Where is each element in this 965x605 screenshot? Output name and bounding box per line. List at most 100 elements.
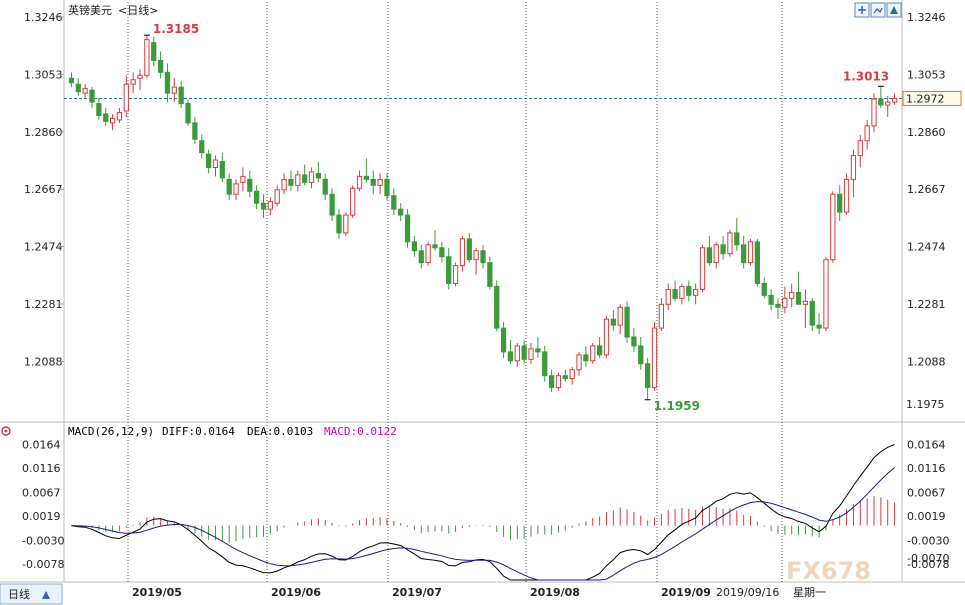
candle: [130, 79, 136, 85]
macd-histogram: [77, 496, 896, 543]
candlestick-series: [68, 35, 898, 400]
price-tick-right: 1.2667: [907, 183, 946, 196]
macd-tick-right: 0.0116: [907, 462, 946, 475]
macd-tick-right: 0.0164: [907, 438, 946, 451]
candle: [199, 140, 205, 154]
candle: [288, 178, 294, 186]
candle: [240, 175, 246, 183]
expand-icon[interactable]: [886, 2, 902, 18]
x-tick-label: 2019/09: [661, 586, 711, 599]
candle: [171, 86, 177, 94]
date-label: 2019/09/16: [716, 586, 779, 599]
candle: [583, 354, 589, 362]
x-tick-label: 2019/08: [530, 586, 580, 599]
price-tick-right: 1.2088: [907, 355, 946, 368]
candle: [473, 250, 479, 261]
candle: [590, 345, 596, 362]
candle: [720, 244, 726, 255]
candle: [226, 178, 232, 195]
candle: [356, 175, 363, 189]
candle: [645, 363, 651, 389]
candle: [795, 291, 802, 305]
candle: [885, 101, 891, 106]
candle: [837, 193, 843, 213]
macd-tick-right-partial: -0.0070: [907, 552, 949, 565]
current-price-box: [902, 90, 962, 106]
candle: [82, 88, 88, 94]
candle: [631, 336, 637, 347]
candle: [672, 288, 678, 299]
candle: [789, 291, 795, 299]
macd-tick-right: -0.0078: [907, 558, 949, 571]
macd-tick-left: -0.0030: [22, 534, 64, 547]
candle: [500, 327, 507, 353]
image-icon[interactable]: [870, 2, 886, 18]
price-tick-left: 1.2088: [24, 355, 63, 368]
candle: [528, 348, 534, 360]
candle: [68, 77, 75, 84]
candle: [761, 282, 767, 296]
candle: [857, 140, 863, 157]
candle: [452, 265, 459, 284]
macd-axis: 0.0164 0.0164 0.0116 0.0116 0.0067 0.0067 0.00…: [22, 438, 949, 571]
candle: [542, 351, 548, 377]
settings-icon[interactable]: [1, 426, 11, 436]
candle: [507, 351, 514, 362]
candle: [254, 190, 260, 204]
candle: [782, 297, 788, 308]
candle: [137, 74, 143, 79]
candle: [651, 327, 658, 389]
candle: [658, 303, 664, 329]
macd-tick-left: 0.0164: [22, 438, 61, 451]
period-label: <日线>: [118, 3, 158, 17]
price-tick-right: 1.3246: [907, 11, 946, 24]
period-tab-label[interactable]: 日线: [8, 587, 30, 601]
candle: [329, 193, 335, 216]
candle: [164, 71, 171, 94]
candle: [205, 153, 212, 168]
candle: [603, 318, 610, 356]
candle: [425, 244, 431, 264]
candle: [322, 178, 328, 195]
candle: [295, 174, 301, 186]
bottom-axis-value: 1.1975: [906, 398, 945, 411]
candle: [459, 238, 466, 267]
candle: [123, 83, 129, 112]
macd-value-label: MACD:0.0122: [324, 425, 397, 438]
candle: [699, 247, 706, 290]
candle: [747, 241, 754, 264]
candle: [219, 161, 225, 179]
price-tick-left: 1.2281: [24, 298, 63, 311]
price-tick-left: 1.2474: [24, 241, 63, 254]
candle: [308, 171, 315, 183]
candle: [487, 262, 493, 287]
candle: [514, 345, 520, 362]
recent-high-annotation: 1.3013: [843, 69, 889, 83]
tab-arrow-icon[interactable]: [42, 591, 50, 599]
candle: [418, 250, 424, 264]
candle: [350, 187, 356, 216]
candle: [802, 300, 809, 305]
x-axis-labels: 2019/05 2019/06 2019/07 2019/08 2019/09: [132, 586, 711, 599]
candle: [665, 288, 671, 305]
candle: [315, 172, 321, 179]
chart-title: 英镑美元: [68, 3, 112, 17]
candle: [686, 285, 692, 296]
candle: [562, 375, 568, 380]
candle: [617, 306, 623, 326]
candle: [521, 345, 527, 360]
zoom-icon[interactable]: [854, 2, 870, 18]
macd-tick-left: 0.0116: [22, 462, 61, 475]
candle: [302, 174, 308, 183]
macd-diff-line: [71, 443, 895, 581]
candle: [548, 375, 555, 389]
candle: [233, 183, 239, 195]
candle: [116, 111, 123, 121]
x-tick-label: 2019/07: [392, 586, 442, 599]
candle: [432, 244, 438, 249]
candle: [706, 247, 712, 264]
candle: [569, 369, 575, 380]
macd-diff-label: DIFF:0.0164: [162, 425, 235, 438]
